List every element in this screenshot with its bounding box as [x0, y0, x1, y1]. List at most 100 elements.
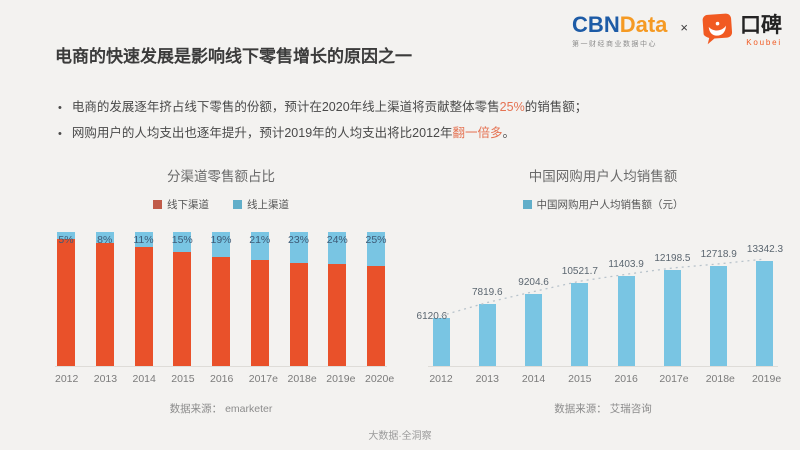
online-segment [95, 232, 114, 243]
x-tick: 2014 [132, 373, 156, 385]
cbndata-cbn-text: CBN [572, 11, 620, 37]
bar-column: 13342.3 [747, 227, 783, 366]
online-segment [173, 232, 192, 253]
offline-segment [250, 260, 269, 366]
legend-label-sales: 中国网购用户人均销售额（元） [536, 199, 684, 211]
chart-per-capita-sales: 中国网购用户人均销售额 中国网购用户人均销售额（元） 6120.6 7819.6 9… [417, 165, 784, 416]
value-bar [756, 261, 774, 366]
online-segment [250, 232, 269, 261]
bullet-text: 。 [502, 126, 516, 141]
value-bar [432, 317, 450, 366]
offline-segment [95, 242, 114, 366]
bar-percent-label: 8% [97, 234, 113, 246]
chart-legend-left: 线下渠道 线上渠道 [55, 197, 387, 212]
online-segment [212, 232, 230, 258]
online-segment [57, 232, 75, 239]
legend-label-online: 线上渠道 [247, 199, 289, 211]
bullet-highlight: 翻一倍多 [452, 126, 503, 141]
bullet-text: 的销售额； [524, 100, 588, 114]
stacked-bar: 11% [133, 232, 155, 366]
offline-segment [367, 265, 385, 366]
bar-plot: 6120.6 7819.6 9204.6 10521.7 11403.9 12198.5 1… [417, 227, 783, 367]
bullet-text: 网购用户的人均支出也逐年提升，预计2019年的人均支出将比2012年 [71, 126, 453, 141]
x-axis-labels-right: 2012 2013 2014 2015 2016 2017e 2018e 2019e [428, 373, 782, 385]
legend-swatch-offline [153, 200, 162, 209]
x-tick: 2013 [475, 373, 499, 385]
stacked-bar: 21% [249, 232, 271, 366]
offline-segment [134, 246, 153, 366]
x-tick: 2020e [365, 373, 395, 385]
x-tick: 2015 [568, 373, 592, 385]
stacked-bar: 24% [326, 232, 348, 366]
online-segment [134, 232, 153, 247]
bullet-highlight: 25% [499, 100, 525, 114]
x-tick: 2015 [171, 373, 195, 385]
bar-column: 6120.6 [417, 227, 454, 366]
value-bar [525, 293, 543, 366]
cbndata-data-text: Data [619, 11, 668, 37]
bar-column: 10521.7 [562, 227, 598, 366]
bar-percent-label: 24% [326, 234, 348, 246]
x-tick: 2019e [751, 373, 782, 385]
bar-value-label: 13342.3 [746, 244, 784, 255]
legend-swatch-online [233, 200, 242, 209]
koubei-wordmark: 口碑 Koubei [740, 15, 782, 47]
x-tick: 2017e [659, 373, 689, 385]
header-logos: CBNData 第一财经商业数据中心 × 口碑 Koubei [572, 12, 782, 50]
stacked-bar: 25% [365, 232, 387, 366]
bar-percent-label: 19% [210, 234, 232, 246]
stacked-bar: 19% [210, 232, 232, 366]
bullet-marker: • [58, 128, 62, 141]
bar-value-label: 11403.9 [608, 259, 644, 271]
koubei-smiley-icon [701, 12, 734, 50]
x-axis-labels-left: 2012 2013 2014 2015 2016 2017e 2018e 2019e 2020e [55, 373, 395, 385]
bar-column: 12198.5 [654, 227, 690, 366]
bullet-list: • 电商的发展逐年挤占线下零售的份额，预计在2020年线上渠道将贡献整体零售25%… [58, 94, 758, 147]
logo-separator: × [680, 19, 688, 35]
value-bar [617, 276, 635, 366]
value-bar [663, 270, 681, 366]
bullet-text: 电商的发展逐年挤占线下零售的份额，预计在2020年线上渠道将贡献整体零售 [71, 100, 500, 114]
legend-item-online: 线上渠道 [233, 197, 289, 212]
bar-value-label: 6120.6 [416, 310, 448, 322]
bar-value-label: 10521.7 [561, 266, 598, 278]
legend-item-sales: 中国网购用户人均销售额（元） [522, 197, 684, 212]
offline-segment [212, 257, 230, 366]
bar-percent-label: 15% [171, 234, 193, 246]
x-tick: 2016 [614, 373, 638, 385]
x-tick: 2012 [429, 373, 453, 385]
bar-percent-label: 21% [249, 234, 271, 246]
x-tick: 2013 [93, 373, 118, 385]
value-bar [478, 304, 496, 366]
chart-channel-share: 分渠道零售额占比 线下渠道 线上渠道 5% 8% 11% 15% 19% 21% 23% 24… [55, 165, 395, 416]
x-tick: 2016 [210, 373, 234, 385]
online-segment [289, 232, 308, 263]
chart-title-left: 分渠道零售额占比 [167, 169, 275, 184]
chart-title-right: 中国网购用户人均销售额 [528, 169, 678, 184]
bar-column: 12718.9 [701, 227, 737, 366]
bar-column: 9204.6 [518, 227, 549, 366]
x-tick: 2017e [248, 373, 278, 385]
bar-value-label: 9204.6 [518, 276, 549, 288]
x-tick: 2018e [705, 373, 735, 385]
offline-segment [173, 252, 192, 366]
chart-legend-right: 中国网购用户人均销售额（元） [428, 197, 778, 212]
online-segment [328, 232, 347, 265]
bar-value-label: 12198.5 [654, 253, 691, 265]
offline-segment [328, 264, 347, 366]
stacked-bar: 8% [94, 232, 116, 366]
value-bar [710, 265, 728, 366]
cbndata-logo: CBNData 第一财经商业数据中心 [572, 11, 668, 49]
stacked-bar: 23% [288, 232, 310, 366]
bullet-item: • 电商的发展逐年挤占线下零售的份额，预计在2020年线上渠道将贡献整体零售25%… [58, 94, 758, 120]
value-bar [571, 283, 589, 366]
koubei-logo: 口碑 Koubei [701, 12, 782, 50]
cbndata-subtitle: 第一财经商业数据中心 [572, 40, 658, 48]
online-segment [367, 232, 385, 266]
x-tick: 2014 [521, 373, 546, 385]
stacked-bar: 5% [55, 232, 77, 366]
page-title: 电商的快速发展是影响线下零售增长的原因之一 [55, 47, 412, 66]
bullet-marker: • [58, 102, 62, 114]
bar-percent-label: 25% [365, 234, 387, 246]
